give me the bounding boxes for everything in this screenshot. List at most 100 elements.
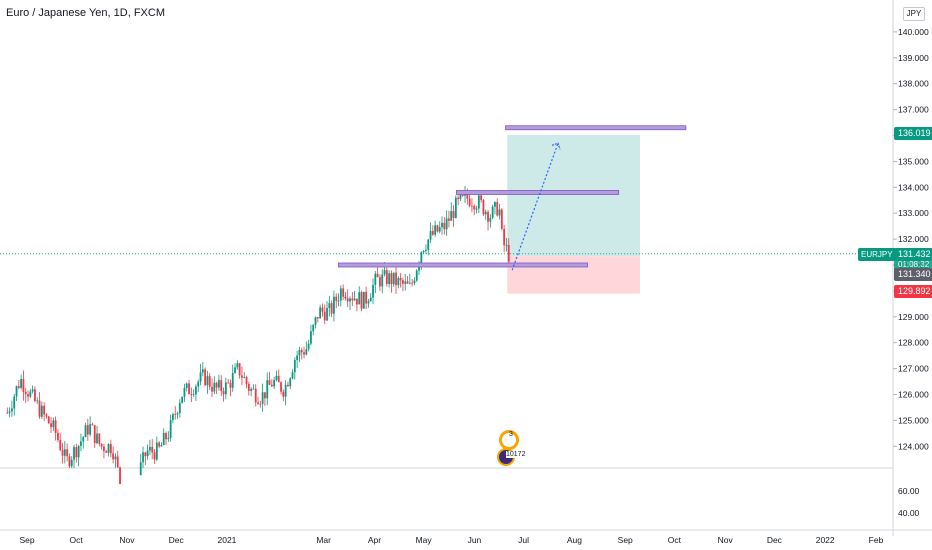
candle-body — [204, 369, 207, 386]
candle-body — [489, 217, 492, 222]
candle-body — [52, 420, 55, 428]
symbol-tag: EURJPY — [858, 248, 896, 261]
candle-body — [199, 372, 202, 382]
candle-body — [231, 373, 234, 388]
idea-badge[interactable]: 3 10172 — [496, 430, 526, 466]
candle-body — [289, 378, 292, 387]
x-tick-label: Jul — [518, 535, 529, 545]
candle-body — [367, 301, 370, 304]
chart-title: Euro / Japanese Yen, 1D, FXCM — [6, 7, 165, 19]
candle-body — [243, 377, 246, 378]
candle-body — [448, 218, 450, 221]
candle-body — [192, 394, 195, 396]
x-tick-label: Dec — [767, 535, 783, 545]
candle-body — [353, 298, 356, 301]
candle-body — [197, 381, 200, 387]
candle-body — [471, 205, 473, 207]
x-tick-label: Sep — [618, 535, 633, 545]
y-tick-label: 124.000 — [898, 441, 929, 451]
x-tick-label: 2022 — [816, 535, 835, 545]
candle-body — [397, 278, 400, 286]
candle-body — [206, 376, 209, 386]
candle-body — [498, 209, 501, 216]
candle-body — [307, 343, 310, 350]
candle-body — [362, 291, 365, 309]
candle-body — [15, 386, 18, 397]
candle-body — [438, 227, 441, 232]
candle-body — [339, 288, 342, 301]
candle-body — [139, 462, 142, 476]
candle-body — [443, 222, 446, 230]
candle-body — [312, 324, 315, 332]
candle-body — [241, 375, 243, 378]
candle-body — [280, 382, 282, 392]
candle-body — [234, 367, 236, 374]
candle-body — [146, 450, 149, 457]
candle-body — [61, 450, 64, 456]
candle-body — [411, 282, 414, 284]
candle-body — [47, 416, 50, 424]
candle-body — [73, 447, 75, 460]
candle-body — [381, 274, 384, 287]
currency-chip[interactable]: JPY — [903, 7, 925, 21]
y-tick-label: 128.000 — [898, 338, 929, 348]
candle-body — [415, 270, 418, 281]
candle-body — [319, 307, 322, 319]
candle-body — [22, 378, 25, 392]
candle-body — [252, 388, 255, 390]
candle-body — [160, 444, 163, 447]
candle-body — [8, 411, 11, 413]
candle-body — [84, 425, 87, 438]
candle-body — [395, 272, 397, 286]
y-tick-label: 140.000 — [898, 27, 929, 37]
x-tick-label: Mar — [316, 535, 331, 545]
candle-body — [264, 392, 266, 399]
candle-body — [89, 424, 92, 435]
candle-body — [236, 363, 239, 368]
candle-body — [77, 445, 80, 458]
candle-body — [482, 200, 485, 215]
current-price-label: 131.432 — [894, 248, 932, 261]
bar-countdown-label: 01:08:32 — [894, 258, 932, 271]
candle-body — [473, 206, 476, 210]
candle-body — [181, 396, 184, 403]
candle-body — [287, 384, 289, 387]
y-tick-label: 135.000 — [898, 156, 929, 166]
target-zone — [507, 135, 640, 257]
candle-body — [434, 225, 437, 235]
candle-body — [298, 350, 301, 356]
candle-body — [342, 288, 345, 297]
candle-body — [183, 387, 186, 397]
candle-body — [500, 209, 503, 229]
candle-body — [494, 202, 496, 207]
candle-body — [383, 270, 386, 275]
candle-body — [503, 228, 506, 246]
candle-body — [54, 420, 57, 433]
candle-body — [261, 392, 264, 404]
y-tick-label: 138.000 — [898, 79, 929, 89]
candle-body — [402, 280, 404, 284]
candle-body — [229, 382, 232, 388]
candle-body — [142, 452, 144, 463]
x-tick-label: Nov — [718, 535, 734, 545]
candle-body — [250, 388, 253, 391]
candle-body — [151, 446, 154, 453]
candle-body — [477, 195, 480, 209]
stop-zone — [507, 256, 640, 294]
candle-body — [441, 222, 443, 228]
candle-body — [105, 451, 108, 453]
candle-body — [349, 298, 351, 302]
candle-body — [29, 391, 32, 397]
candle-body — [344, 296, 347, 299]
candle-body — [75, 447, 78, 458]
candle-body — [284, 384, 287, 397]
candle-body — [63, 449, 66, 456]
candle-body — [305, 349, 308, 355]
candle-body — [80, 441, 82, 446]
candle-body — [282, 391, 285, 397]
candle-body — [427, 239, 430, 250]
badge-count-bottom: 10172 — [506, 451, 526, 458]
x-tick-label: Oct — [70, 535, 84, 545]
candle-body — [165, 433, 167, 440]
